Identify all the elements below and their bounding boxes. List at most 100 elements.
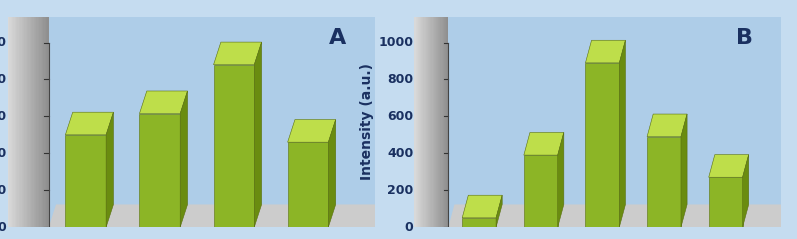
Polygon shape (26, 13, 27, 234)
Text: Intensity (a.u.): Intensity (a.u.) (359, 63, 374, 180)
Text: 800: 800 (387, 73, 413, 86)
Polygon shape (29, 13, 31, 234)
Polygon shape (417, 13, 418, 234)
Polygon shape (39, 13, 41, 234)
Polygon shape (14, 13, 15, 234)
Polygon shape (431, 13, 433, 234)
Text: 400: 400 (0, 147, 6, 160)
Polygon shape (8, 13, 10, 234)
Polygon shape (42, 13, 43, 234)
Text: B: B (736, 28, 753, 48)
Polygon shape (35, 13, 37, 234)
Polygon shape (647, 137, 681, 227)
Polygon shape (433, 13, 434, 234)
Polygon shape (524, 155, 558, 227)
Polygon shape (418, 13, 419, 234)
Polygon shape (139, 91, 187, 114)
Polygon shape (47, 13, 49, 234)
Polygon shape (31, 13, 33, 234)
Polygon shape (24, 13, 26, 234)
Polygon shape (419, 13, 420, 234)
Polygon shape (43, 13, 45, 234)
Polygon shape (415, 13, 417, 234)
Polygon shape (22, 13, 23, 234)
Polygon shape (16, 13, 18, 234)
Text: 400: 400 (387, 147, 413, 160)
Polygon shape (426, 13, 427, 234)
Polygon shape (49, 204, 382, 227)
Polygon shape (439, 13, 441, 234)
Polygon shape (8, 227, 382, 234)
Polygon shape (445, 13, 446, 234)
Polygon shape (254, 42, 261, 227)
Text: 600: 600 (0, 110, 6, 123)
Polygon shape (430, 13, 431, 234)
Polygon shape (586, 63, 619, 227)
Text: 1000: 1000 (0, 36, 6, 49)
Polygon shape (23, 13, 24, 234)
Polygon shape (10, 13, 12, 234)
Polygon shape (45, 13, 46, 234)
Polygon shape (37, 13, 39, 234)
Polygon shape (41, 13, 42, 234)
Polygon shape (414, 13, 415, 234)
Polygon shape (427, 13, 428, 234)
Text: 200: 200 (0, 184, 6, 197)
Polygon shape (429, 13, 430, 234)
Polygon shape (420, 13, 422, 234)
Polygon shape (709, 177, 743, 227)
Polygon shape (709, 155, 748, 177)
Polygon shape (423, 13, 425, 234)
Polygon shape (437, 13, 438, 234)
Polygon shape (558, 132, 563, 227)
Polygon shape (496, 195, 502, 227)
Polygon shape (106, 112, 113, 227)
Polygon shape (288, 142, 328, 227)
Polygon shape (647, 114, 687, 137)
Polygon shape (20, 13, 22, 234)
Polygon shape (435, 13, 436, 234)
Text: 0: 0 (404, 221, 413, 234)
Polygon shape (462, 195, 502, 218)
Text: A: A (329, 28, 347, 48)
Text: 600: 600 (387, 110, 413, 123)
Polygon shape (65, 112, 113, 135)
Polygon shape (19, 13, 20, 234)
Polygon shape (33, 13, 35, 234)
Text: 0: 0 (0, 221, 6, 234)
Polygon shape (180, 91, 187, 227)
Polygon shape (444, 13, 445, 234)
Polygon shape (46, 13, 47, 234)
Polygon shape (681, 114, 687, 227)
Polygon shape (446, 13, 447, 234)
Polygon shape (434, 13, 435, 234)
Polygon shape (449, 204, 787, 227)
Polygon shape (619, 40, 626, 227)
Polygon shape (288, 120, 336, 142)
Polygon shape (139, 114, 180, 227)
Polygon shape (65, 135, 106, 227)
Polygon shape (328, 120, 336, 227)
Polygon shape (586, 40, 626, 63)
Polygon shape (447, 13, 449, 234)
Polygon shape (27, 13, 29, 234)
Text: 800: 800 (0, 73, 6, 86)
Polygon shape (422, 13, 423, 234)
Polygon shape (428, 13, 429, 234)
Polygon shape (18, 13, 19, 234)
Polygon shape (462, 218, 496, 227)
Polygon shape (436, 13, 437, 234)
Polygon shape (15, 13, 16, 234)
Polygon shape (414, 227, 787, 234)
Polygon shape (214, 65, 254, 227)
Polygon shape (438, 13, 439, 234)
Polygon shape (441, 13, 442, 234)
Text: 1000: 1000 (379, 36, 413, 49)
Polygon shape (524, 132, 563, 155)
Polygon shape (743, 155, 748, 227)
Polygon shape (425, 13, 426, 234)
Polygon shape (442, 13, 444, 234)
Polygon shape (12, 13, 14, 234)
Polygon shape (214, 42, 261, 65)
Text: 200: 200 (387, 184, 413, 197)
